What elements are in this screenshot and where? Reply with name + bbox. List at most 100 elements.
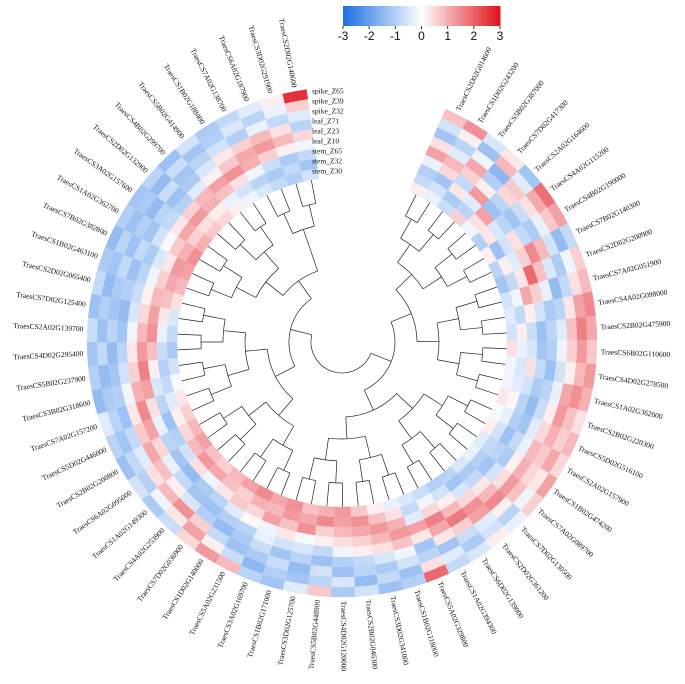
gene-label: TraesCS7A02G157200 — [29, 422, 98, 454]
heatmap-cell — [503, 307, 517, 326]
colorbar-segment — [476, 6, 480, 26]
gene-label: TraesCS2B02G220300 — [586, 420, 655, 451]
dendrogram-branch — [470, 399, 491, 410]
dendrogram-branch — [278, 398, 294, 416]
tissue-label: spike_Z65 — [312, 87, 344, 96]
colorbar-segment — [486, 6, 491, 26]
dendrogram-branch — [447, 233, 465, 250]
colorbar-segment — [384, 6, 388, 26]
dendrogram-branch — [364, 436, 371, 458]
dendrogram-branch — [260, 226, 274, 246]
dendrogram-branch — [437, 359, 460, 365]
colorbar: -3 -2 -1 0 1 2 3 — [338, 6, 504, 43]
dendrogram-branch — [193, 273, 214, 284]
dendrogram-branch — [482, 347, 505, 349]
dendrogram-branch — [473, 244, 476, 247]
heatmap-cell — [331, 556, 354, 568]
colorbar-tick-label: -2 — [364, 29, 375, 43]
gene-label: TraesCS6B02G110600 — [601, 347, 671, 359]
dendrogram-branch — [179, 348, 202, 351]
dendrogram-branch — [434, 253, 453, 268]
dendrogram-branch — [193, 400, 214, 411]
colorbar-segment — [447, 6, 451, 26]
dendrogram-branch — [435, 395, 449, 416]
dendrogram-branch — [245, 348, 268, 352]
heatmap-cell — [546, 340, 558, 362]
dendrogram-branch — [180, 318, 203, 323]
colorbar-segment — [416, 6, 420, 26]
tissue-label: leaf_Z10 — [312, 137, 339, 146]
heatmap-cell — [504, 356, 517, 375]
dendrogram-branch — [314, 457, 337, 462]
dendrogram-branch — [228, 222, 230, 225]
colorbar-segment — [473, 6, 477, 26]
dendrogram-branch — [453, 221, 456, 224]
colorbar-tick-label: 1 — [444, 29, 451, 43]
heatmap-cell — [565, 317, 578, 341]
dendrogram-branch — [239, 211, 242, 214]
dendrogram-branch — [191, 272, 194, 275]
dendrogram-branch — [283, 450, 294, 471]
dendrogram-branch — [475, 435, 478, 438]
gene-label: TraesCS1B02G171000 — [245, 589, 273, 659]
dendrogram-branch — [207, 245, 210, 248]
dendrogram-branch — [325, 438, 329, 460]
dendrogram-branch — [211, 289, 232, 299]
heatmap-cell — [316, 515, 335, 527]
dendrogram-branch — [437, 318, 459, 324]
dendrogram-branch — [280, 188, 283, 191]
colorbar-segment — [348, 6, 352, 26]
heatmap-cell — [516, 340, 528, 359]
dendrogram-branch — [260, 438, 274, 458]
dendrogram-branch — [460, 352, 483, 355]
heatmap-cell — [136, 322, 149, 343]
dendrogram-branch — [483, 422, 486, 424]
colorbar-segment — [358, 6, 362, 26]
heatmap-cell — [301, 168, 320, 182]
dendrogram-branch — [281, 472, 291, 494]
heatmap-cell — [585, 315, 598, 341]
colorbar-segment — [442, 6, 446, 26]
dendrogram-branch — [277, 210, 291, 217]
colorbar-segment — [426, 6, 430, 26]
heatmap-cell — [116, 341, 129, 364]
dendrogram-branch — [474, 287, 496, 296]
gene-label: TraesCS4A02G098000 — [597, 288, 668, 307]
heatmap-cell — [156, 324, 168, 343]
dendrogram-branch — [200, 260, 221, 272]
dendrogram-branch — [200, 412, 221, 424]
colorbar-segment — [429, 6, 433, 26]
colorbar-segment — [369, 6, 373, 26]
dendrogram-branch — [183, 374, 206, 381]
dendrogram-branch — [407, 459, 419, 468]
dendrogram-branch — [186, 287, 189, 289]
dendrogram-branch — [370, 353, 392, 362]
gene-label: TraesCS3D02G125700 — [276, 595, 298, 666]
dendrogram-branch — [266, 486, 268, 490]
gene-label: TraesCS2A02G139700 — [13, 321, 84, 333]
dendrogram-branch — [417, 486, 419, 489]
heatmap-cell — [146, 341, 159, 361]
gene-label: TraesCS2D02G065400 — [21, 259, 92, 284]
colorbar-segment — [413, 6, 417, 26]
dendrogram-branch — [396, 393, 413, 409]
colorbar-segment — [434, 6, 438, 26]
dendrogram-branch — [183, 303, 206, 310]
heatmap-cell — [317, 505, 335, 517]
tissue-label: stem_Z32 — [312, 157, 342, 166]
colorbar-segment — [452, 6, 457, 26]
gene-label: TraesCS7D02G125400 — [16, 290, 87, 309]
dendrogram-branch — [381, 477, 389, 499]
dendrogram-branch — [460, 327, 483, 331]
dendrogram-branch — [265, 281, 284, 296]
dendrogram-branch — [447, 276, 467, 287]
heatmap-cell — [313, 534, 334, 547]
gene-label: TraesCS1B02G463100 — [30, 229, 99, 260]
dendrogram-branch — [191, 409, 194, 412]
dendrogram-branch — [241, 213, 256, 232]
dendrogram-branch — [345, 393, 397, 418]
heatmap-cell — [555, 318, 568, 341]
dendrogram-branch — [311, 181, 317, 204]
heatmap-cell — [333, 516, 352, 528]
